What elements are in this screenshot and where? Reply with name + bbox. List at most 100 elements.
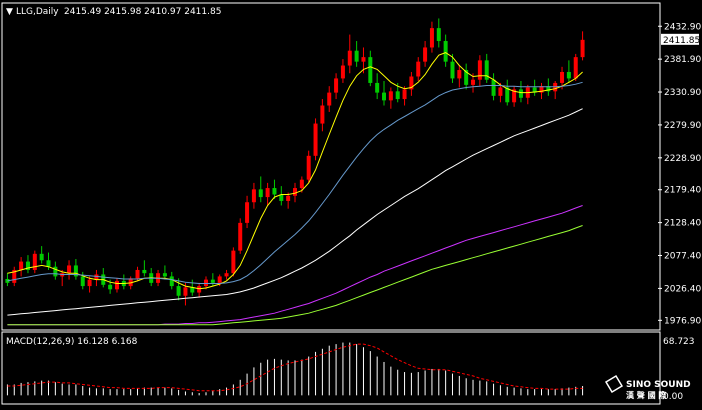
- candle-body: [272, 188, 277, 195]
- candle-body: [128, 278, 133, 287]
- price-tick-label: 2432.90: [664, 22, 701, 32]
- candle-body: [573, 57, 578, 79]
- candle-body: [429, 28, 434, 48]
- candle-body: [142, 269, 147, 274]
- candle-body: [135, 269, 140, 279]
- candle-body: [580, 39, 585, 58]
- candle-body: [19, 261, 24, 270]
- candle-body: [471, 79, 476, 85]
- candle-body: [279, 194, 284, 201]
- candle-body: [231, 250, 236, 274]
- candle-body: [450, 61, 455, 79]
- candle-body: [108, 284, 113, 290]
- current-price-tag: [661, 33, 699, 45]
- macd-signal-line: [7, 343, 583, 392]
- macd-pane-frame: [1, 331, 661, 405]
- candle-body: [299, 179, 304, 189]
- candle-body: [340, 65, 345, 79]
- candle-body: [484, 60, 489, 80]
- candle-body: [320, 105, 325, 124]
- candle-body: [87, 279, 92, 287]
- candle-body: [361, 57, 366, 62]
- candle-body: [402, 89, 407, 100]
- candle-body: [73, 265, 78, 277]
- macd-group: [6, 342, 584, 396]
- candle-body: [566, 71, 571, 79]
- moving-averages-group: [7, 52, 583, 326]
- candle-body: [25, 261, 30, 270]
- candle-body: [245, 202, 250, 223]
- candle-body: [53, 266, 58, 277]
- candle-body: [505, 87, 510, 103]
- candle-body: [388, 91, 393, 101]
- watermark-line1: SINO SOUND: [626, 380, 691, 390]
- ma-fast-line: [7, 52, 583, 290]
- candle-body: [423, 47, 428, 62]
- candle-body: [265, 188, 270, 198]
- price-tick-label: 2179.40: [664, 186, 701, 196]
- price-tick-label: 1976.90: [664, 316, 701, 326]
- candle-body: [176, 286, 181, 296]
- price-axis: 2432.90 2381.90 2330.90 2279.90 2228.90 2179.…: [658, 22, 701, 326]
- price-tick-label: 2330.90: [664, 88, 701, 98]
- candle-body: [512, 89, 517, 103]
- candle-body: [368, 57, 373, 83]
- price-tick-label: 2026.40: [664, 284, 701, 294]
- candle-body: [224, 273, 229, 277]
- logo-icon: [604, 374, 624, 394]
- candle-body: [395, 91, 400, 100]
- price-tick-label: 2228.90: [664, 154, 701, 164]
- candle-body: [464, 70, 469, 85]
- candle-body: [375, 82, 380, 93]
- candle-body: [532, 87, 537, 93]
- watermark-line2: 漢 聲 國 際: [626, 390, 667, 400]
- candle-body: [94, 274, 99, 280]
- candle-body: [80, 276, 85, 287]
- candle-body: [190, 287, 195, 293]
- candle-body: [334, 78, 339, 93]
- candle-body: [46, 260, 51, 267]
- symbol-label: LLG,Daily: [16, 7, 59, 17]
- candle-body: [382, 92, 387, 101]
- candle-body: [491, 79, 496, 96]
- candle-body: [409, 76, 414, 90]
- candle-body: [354, 50, 359, 62]
- macd-axis-top: 68.723: [663, 337, 695, 347]
- candle-body: [443, 41, 448, 62]
- price-tick-label: 2381.90: [664, 55, 701, 65]
- candle-body: [183, 287, 188, 296]
- candle-body: [238, 222, 243, 251]
- candle-body: [546, 86, 551, 92]
- candle-body: [436, 28, 441, 42]
- candle-body: [327, 92, 332, 106]
- candle-body: [217, 276, 222, 283]
- candle-body: [162, 273, 167, 277]
- candle-body: [286, 195, 291, 201]
- ohlc-label: 2415.49 2415.98 2410.97 2411.85: [64, 7, 221, 17]
- candle-body: [518, 89, 523, 98]
- candle-body: [32, 253, 37, 270]
- sino-sound-watermark: SINO SOUND 漢 聲 國 際: [604, 374, 691, 400]
- candle-body: [258, 189, 263, 198]
- candle-body: [12, 269, 17, 283]
- price-tick-label: 2279.90: [664, 121, 701, 131]
- candle-body: [560, 71, 565, 83]
- ma-mid-line: [7, 81, 583, 284]
- candle-body: [293, 188, 297, 196]
- candle-body: [539, 86, 544, 93]
- candle-body: [39, 253, 44, 261]
- candles-group: [5, 18, 585, 306]
- collapse-triangle-icon[interactable]: ▼: [6, 7, 13, 17]
- candle-body: [251, 189, 256, 203]
- candle-body: [203, 279, 208, 287]
- candle-body: [313, 123, 318, 156]
- candle-body: [347, 50, 352, 66]
- price-pane-frame: [1, 2, 661, 331]
- ma-slow-line: [7, 108, 583, 316]
- candle-body: [67, 265, 72, 274]
- candle-body: [498, 87, 503, 96]
- candle-body: [477, 60, 482, 80]
- macd-label: MACD(12,26,9) 16.128 6.168: [6, 337, 138, 347]
